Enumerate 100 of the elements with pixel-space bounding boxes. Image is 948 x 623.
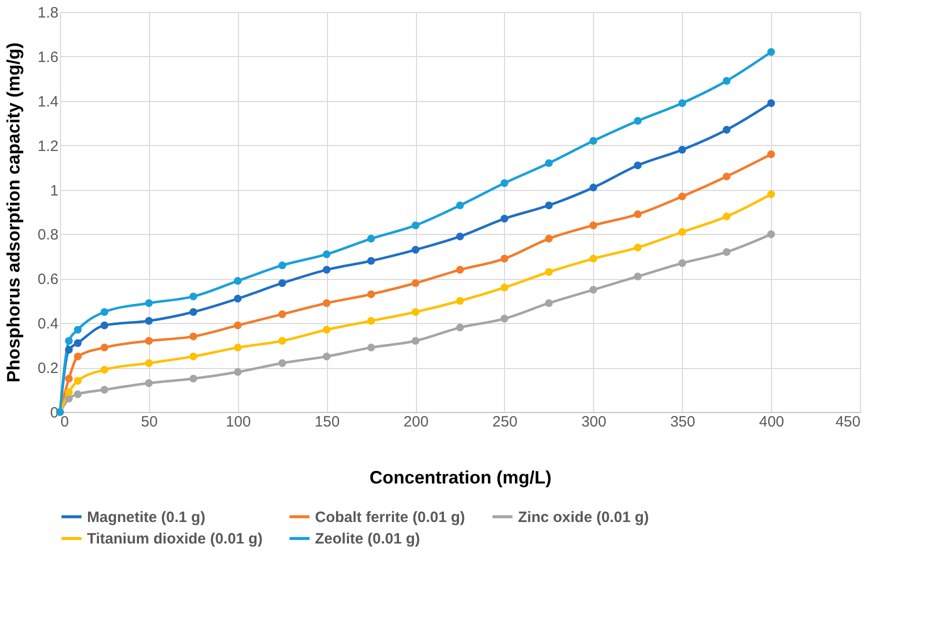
point	[234, 294, 242, 303]
point	[74, 352, 82, 360]
point	[278, 337, 286, 345]
point	[722, 212, 731, 220]
legend-label: Zinc oxide (0.01 g)	[518, 508, 649, 526]
x-tick-label: 200	[404, 414, 429, 430]
x-tick-label: 50	[141, 414, 158, 430]
point	[767, 48, 775, 56]
point	[500, 179, 508, 187]
point	[74, 326, 82, 334]
point	[634, 210, 642, 218]
point	[278, 261, 286, 270]
point	[589, 184, 598, 192]
x-axis-title: Concentration (mg/L)	[370, 468, 552, 488]
point	[189, 374, 198, 383]
point	[500, 254, 508, 263]
point	[722, 248, 731, 256]
point	[367, 290, 375, 298]
point	[322, 266, 331, 274]
point	[589, 221, 598, 230]
point	[145, 379, 153, 387]
point	[456, 324, 464, 332]
y-axis-title: Phosphorus adsorption capacity (mg/g)	[4, 42, 24, 383]
point	[189, 292, 198, 300]
y-tick-label: 0.6	[38, 271, 58, 288]
point	[545, 159, 553, 167]
point	[500, 214, 508, 223]
point	[145, 359, 153, 367]
legend-label: Titanium dioxide (0.01 g)	[87, 530, 263, 548]
point	[634, 161, 642, 170]
x-tick-label: 100	[226, 414, 251, 430]
point	[678, 146, 686, 154]
point	[234, 277, 242, 285]
point	[678, 228, 686, 236]
y-tick-label: 0.2	[38, 360, 58, 378]
point	[412, 221, 420, 230]
point	[234, 344, 242, 352]
point	[65, 337, 73, 345]
point	[74, 390, 82, 398]
point	[100, 321, 108, 330]
point	[74, 377, 82, 385]
point	[189, 352, 198, 360]
point	[65, 346, 73, 354]
point	[722, 77, 731, 85]
point	[767, 190, 775, 198]
point	[189, 332, 198, 340]
point	[278, 359, 286, 367]
point	[589, 137, 598, 145]
x-tick-label: 400	[759, 414, 784, 430]
point	[145, 337, 153, 345]
point	[322, 352, 331, 360]
y-tick-label: 1.4	[38, 93, 58, 110]
point	[189, 308, 198, 316]
point	[678, 99, 686, 107]
point	[145, 317, 153, 325]
point	[367, 257, 375, 265]
point	[412, 246, 420, 254]
point	[234, 321, 242, 330]
point	[456, 232, 464, 240]
x-tick-label: 150	[314, 414, 340, 430]
point	[322, 250, 331, 258]
point	[722, 172, 731, 180]
y-tick-label: 1.2	[38, 138, 58, 155]
point	[678, 192, 686, 200]
point	[545, 299, 553, 307]
point	[367, 317, 375, 325]
point	[145, 299, 153, 307]
x-tick-label: 450	[835, 414, 860, 430]
point	[100, 344, 108, 352]
point	[589, 286, 598, 294]
point	[634, 117, 642, 125]
point	[767, 99, 775, 107]
y-tick-label: 0.8	[38, 226, 58, 244]
point	[412, 308, 420, 316]
point	[412, 337, 420, 345]
point	[589, 254, 598, 263]
legend-label: Cobalt ferrite (0.01 g)	[315, 508, 466, 526]
point	[678, 259, 686, 267]
x-tick-label: 350	[670, 414, 696, 430]
x-tick-label: 250	[492, 414, 518, 430]
point	[456, 297, 464, 305]
point	[322, 326, 331, 334]
point	[412, 279, 420, 287]
point	[100, 308, 108, 316]
point	[456, 201, 464, 210]
point	[278, 310, 286, 318]
point	[722, 126, 731, 134]
y-tick-label: 1.8	[38, 4, 58, 22]
y-tick-label: 0.4	[38, 316, 58, 333]
point	[322, 299, 331, 307]
point	[767, 230, 775, 238]
point	[100, 366, 108, 374]
point	[767, 150, 775, 158]
point	[634, 272, 642, 280]
x-tick-label: 0	[60, 414, 69, 430]
y-tick-label: 1	[50, 182, 58, 200]
point	[367, 234, 375, 243]
point	[278, 279, 286, 287]
point	[456, 266, 464, 274]
point	[234, 368, 242, 376]
